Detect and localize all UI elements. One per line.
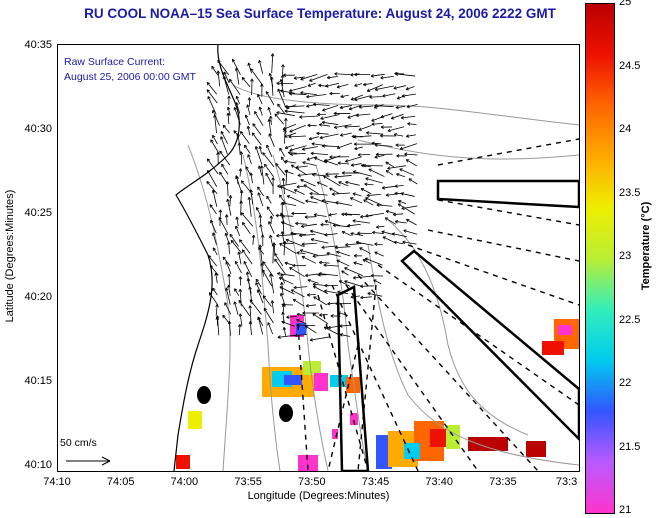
colorbar-tick-label: 23 <box>619 250 632 262</box>
radar-site-marker <box>197 386 211 404</box>
scale-label: 50 cm/s <box>60 437 97 449</box>
surface-current-vectors <box>206 53 418 342</box>
radar-shadow-polygons <box>336 179 579 471</box>
map-canvas <box>66 45 579 471</box>
sst-patches <box>176 315 579 471</box>
scale-arrow <box>66 456 111 466</box>
radar-shadow-lines <box>297 138 579 471</box>
colorbar-tick-label: 22 <box>619 377 632 389</box>
colorbar-label: Temperature (°C) <box>640 201 652 291</box>
current-annotation-line2: August 25, 2006 00:00 GMT <box>64 71 196 83</box>
colorbar-tick-label: 24.5 <box>619 59 641 72</box>
y-tick-label: 40:25 <box>24 207 52 219</box>
colorbar-tick-label: 21.5 <box>619 440 641 453</box>
colorbar <box>585 3 615 514</box>
y-tick-label: 40:30 <box>24 123 52 135</box>
y-axis-label: Latitude (Degrees:Minutes) <box>4 189 16 323</box>
x-tick-label: 73:3 <box>555 476 578 488</box>
map-plot-area[interactable] <box>57 44 580 472</box>
x-tick-label: 74:05 <box>106 476 135 488</box>
colorbar-tick-label: 21 <box>619 504 632 516</box>
colorbar-tick-label: 25 <box>619 0 632 8</box>
x-tick-label: 73:55 <box>234 476 262 488</box>
colorbar-tick-label: 24 <box>619 123 632 135</box>
current-annotation-line1: Raw Surface Current: <box>64 56 165 68</box>
y-tick-label: 40:10 <box>24 459 52 471</box>
x-tick-label: 74:00 <box>170 476 199 488</box>
colorbar-tick-label: 22.5 <box>619 313 641 326</box>
x-tick-label: 73:50 <box>298 476 326 488</box>
y-tick-label: 40:35 <box>24 39 52 51</box>
x-tick-label: 73:45 <box>361 476 390 488</box>
colorbar-tick-label: 23.5 <box>619 186 641 199</box>
x-tick-label: 73:40 <box>425 476 453 488</box>
y-tick-label: 40:15 <box>24 375 52 387</box>
y-tick-label: 40:20 <box>24 291 52 303</box>
bathymetry-contours <box>187 84 579 471</box>
radar-site-marker <box>279 404 293 422</box>
map-title: RU COOL NOAA–15 Sea Surface Temperature:… <box>84 6 556 21</box>
x-tick-label: 74:10 <box>43 476 71 488</box>
x-tick-label: 73:35 <box>489 476 517 488</box>
x-axis-label: Longitude (Degrees:Minutes) <box>247 490 390 502</box>
